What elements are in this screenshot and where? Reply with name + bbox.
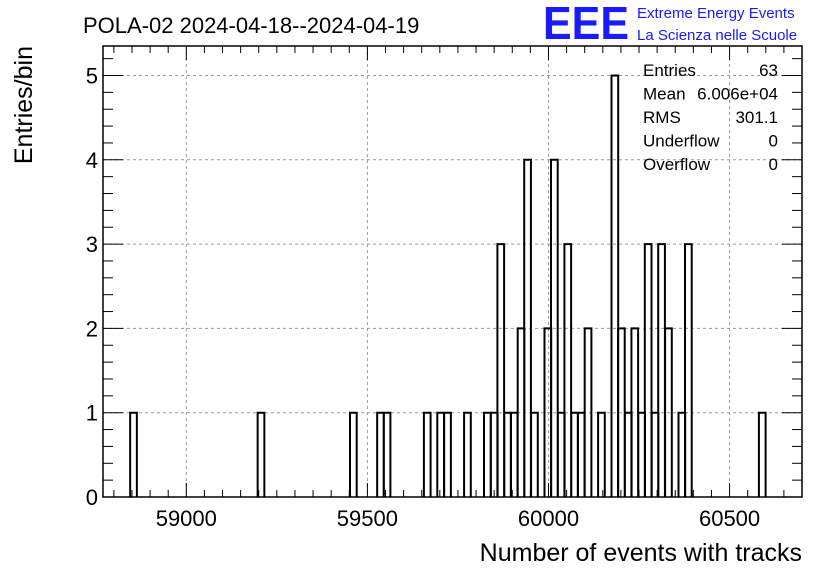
stats-value: 0 — [769, 155, 778, 174]
eee-logo-mark: EEE — [543, 0, 629, 49]
histogram-bin — [531, 413, 538, 497]
y-axis-ticks: 0 1 2 3 4 5 — [86, 58, 802, 510]
histogram-bin — [350, 413, 357, 497]
stats-value: 301.1 — [735, 108, 778, 127]
stats-label: RMS — [643, 108, 681, 127]
y-tick-label: 2 — [86, 316, 98, 341]
eee-logo: EEE Extreme Energy Events La Scienza nel… — [543, 0, 797, 49]
x-tick-label: 59500 — [337, 506, 398, 531]
x-axis-label: Number of events with tracks — [480, 539, 802, 567]
y-tick-label: 4 — [86, 148, 98, 173]
stats-label: Mean — [643, 85, 686, 104]
y-tick-label: 1 — [86, 401, 98, 426]
stats-value: 0 — [769, 132, 778, 151]
histogram-bin — [464, 413, 471, 497]
y-tick-label: 3 — [86, 232, 98, 257]
stats-label: Entries — [643, 61, 696, 80]
histogram-bin — [130, 413, 137, 497]
grid-lines — [103, 46, 802, 497]
histogram-bin — [444, 413, 451, 497]
histogram-bin — [424, 413, 431, 497]
histogram-bin — [437, 413, 444, 497]
y-axis-label: Entries/bin — [10, 46, 38, 164]
x-tick-label: 60500 — [699, 506, 760, 531]
stats-label: Underflow — [643, 132, 720, 151]
stats-value: 63 — [759, 61, 778, 80]
plot-frame — [102, 45, 803, 498]
stats-value: 6.006e+04 — [697, 85, 778, 104]
histogram-outline — [129, 74, 767, 497]
x-tick-label: 59000 — [156, 506, 217, 531]
stats-box: Entries 63 Mean 6.006e+04 RMS 301.1 Underflow 0… — [643, 61, 778, 174]
chart-title: POLA-02 2024-04-18--2024-04-19 — [83, 13, 419, 38]
logo-line-2: La Scienza nelle Scuole — [637, 27, 797, 44]
histogram-bin — [484, 413, 491, 497]
y-tick-label: 5 — [86, 64, 98, 89]
y-tick-label: 0 — [86, 485, 98, 510]
logo-line-1: Extreme Energy Events — [637, 5, 795, 22]
histogram-bin — [598, 413, 605, 497]
x-tick-label: 60000 — [518, 506, 579, 531]
histogram-bin — [759, 413, 766, 497]
histogram-bin — [258, 413, 265, 497]
stats-label: Overflow — [643, 155, 711, 174]
x-axis-ticks: 59000 59500 60000 60500 — [113, 46, 803, 531]
